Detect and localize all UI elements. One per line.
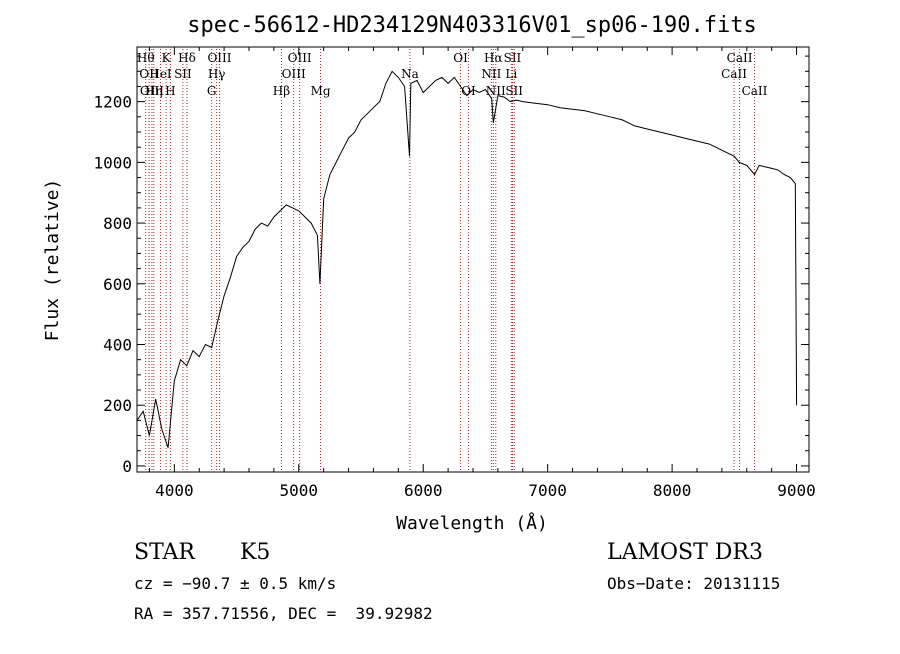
- y-axis-label: Flux (relative): [42, 179, 63, 342]
- line-label-18: OI: [461, 84, 476, 98]
- redshift-cz: cz = −90.7 ± 0.5 km/s: [134, 574, 337, 593]
- line-label-27: CaII: [742, 84, 768, 98]
- survey-name: LAMOST DR3: [607, 540, 763, 565]
- x-tick-label: 4000: [155, 481, 194, 500]
- line-label-10: Hγ: [208, 67, 226, 81]
- plot-frame: [136, 46, 810, 473]
- y-tick-label: 1000: [93, 153, 132, 172]
- spectral-line-labels: HθOIIOIIIHηHeIKHSIIHδGHγOIIIHβOIIIOIIIMg…: [137, 51, 768, 98]
- spectral-line-markers: [145, 49, 755, 472]
- y-tick-label: 200: [103, 396, 132, 415]
- x-axis-ticks: 4000 5000 6000 7000 8000 9000: [148, 47, 816, 500]
- x-tick-label: 8000: [653, 481, 692, 500]
- y-tick-label: 1200: [93, 93, 132, 112]
- line-label-7: SII: [174, 67, 192, 81]
- line-label-3: Hη: [145, 84, 163, 98]
- line-label-9: G: [207, 84, 217, 98]
- observation-date: Obs−Date: 20131115: [607, 574, 781, 593]
- line-label-8: Hδ: [178, 51, 196, 65]
- line-label-1: OII: [139, 67, 159, 81]
- line-label-21: NII: [486, 84, 506, 98]
- x-axis-label: Wavelength (Å): [396, 512, 548, 534]
- line-label-11: OIII: [207, 51, 231, 65]
- line-label-16: Na: [401, 67, 419, 81]
- line-label-23: SII: [504, 51, 522, 65]
- x-tick-label: 7000: [528, 481, 567, 500]
- line-label-4: HeI: [149, 67, 172, 81]
- line-label-2: OIII: [140, 84, 164, 98]
- x-tick-label: 9000: [777, 481, 816, 500]
- line-label-12: Hβ: [273, 84, 290, 98]
- line-label-19: NII: [481, 67, 501, 81]
- spectrum-series-line: [136, 70, 798, 448]
- line-label-17: OI: [453, 51, 468, 65]
- line-label-20: Hα: [484, 51, 503, 65]
- line-label-14: OIII: [288, 51, 312, 65]
- line-label-15: Mg: [311, 84, 331, 98]
- line-label-0: Hθ: [137, 51, 155, 65]
- line-label-24: SII: [505, 84, 523, 98]
- line-label-6: H: [165, 84, 175, 98]
- coordinates: RA = 357.71556, DEC = 39.92982: [134, 604, 433, 623]
- line-label-5: K: [162, 51, 172, 65]
- line-label-22: Li: [505, 67, 517, 81]
- chart-title: spec-56612-HD234129N403316V01_sp06-190.f…: [187, 13, 757, 38]
- line-label-26: CaII: [727, 51, 753, 65]
- y-tick-label: 800: [103, 214, 132, 233]
- object-class: STAR: [134, 540, 195, 565]
- y-tick-label: 600: [103, 275, 132, 294]
- line-label-13: OIII: [282, 67, 306, 81]
- y-axis-ticks: 0 200 400 600 800 1000 1200: [93, 55, 809, 476]
- object-subclass: K5: [240, 540, 271, 565]
- line-label-25: CaII: [721, 67, 747, 81]
- y-tick-label: 0: [122, 457, 132, 476]
- x-tick-label: 5000: [280, 481, 319, 500]
- x-tick-label: 6000: [404, 481, 443, 500]
- y-tick-label: 400: [103, 336, 132, 355]
